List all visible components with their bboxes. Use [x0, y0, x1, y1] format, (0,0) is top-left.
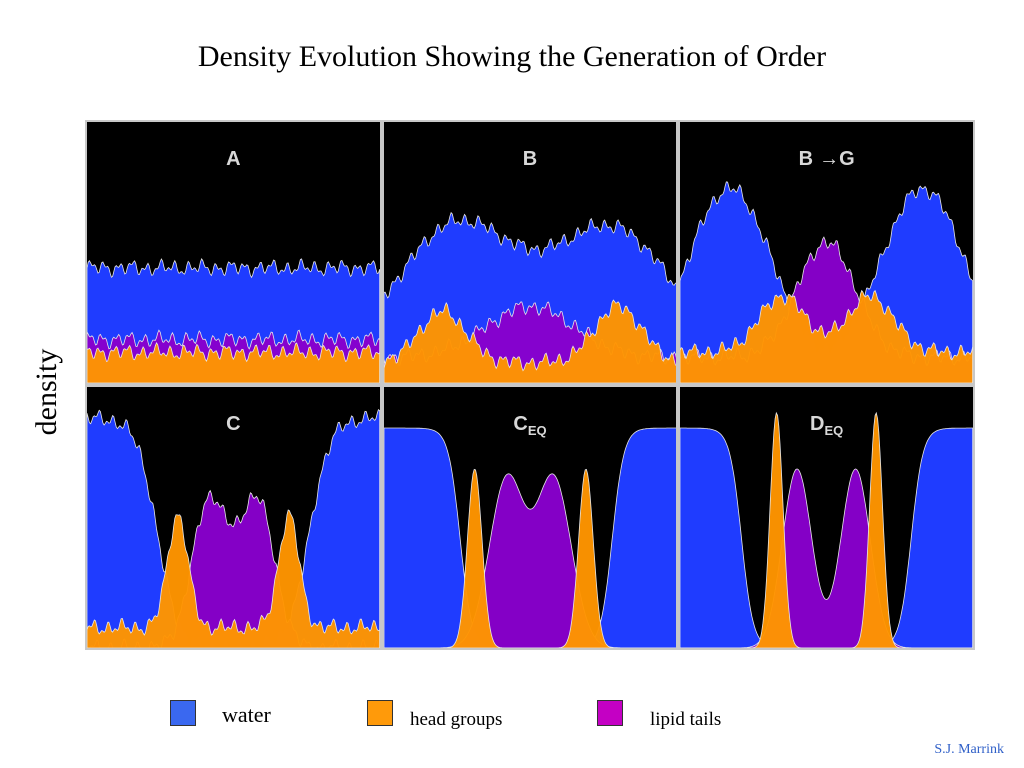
- panel-title-main: D: [810, 413, 825, 435]
- lipid-tails-area: [383, 473, 677, 648]
- panel-title: B →G: [680, 148, 973, 171]
- legend-label-water: water: [222, 702, 271, 727]
- density-plot: [680, 411, 973, 648]
- legend-label-lipid-tails: lipid tails: [650, 709, 722, 730]
- panel-title-suffix: →G: [819, 148, 855, 170]
- water-area: [383, 427, 677, 648]
- panel-title-main: B: [798, 148, 814, 170]
- panel-title: A: [87, 148, 380, 171]
- legend-swatch-head-groups: [367, 700, 393, 726]
- panel-title: CEQ: [384, 413, 677, 438]
- panel-title-main: B: [522, 148, 538, 170]
- legend-swatch-lipid-tails: [597, 700, 623, 726]
- density-plot: [87, 258, 380, 383]
- density-panel-2: B: [383, 122, 677, 383]
- panel-title-subscript: EQ: [527, 423, 547, 438]
- water-area: [680, 427, 973, 648]
- panel-title-main: A: [226, 148, 241, 170]
- density-panel-3: B →G: [680, 122, 973, 383]
- density-plot: [87, 409, 380, 648]
- panel-title-subscript: EQ: [824, 423, 844, 438]
- chart-title: Density Evolution Showing the Generation…: [197, 40, 827, 73]
- density-plot: [680, 181, 973, 383]
- head-groups-area: [87, 509, 380, 648]
- density-panel-6: DEQ: [680, 387, 973, 648]
- panel-title-main: C: [513, 413, 528, 435]
- density-panel-5: CEQ: [383, 387, 677, 648]
- panel-grid: A B B →G C CEQ DEQ: [85, 120, 975, 650]
- head-groups-area: [87, 341, 380, 383]
- y-axis-label: density: [30, 348, 63, 436]
- panel-title-main: C: [226, 413, 241, 435]
- panel-title: DEQ: [680, 413, 973, 438]
- lipid-tails-area: [680, 468, 973, 648]
- author-credit: S.J. Marrink: [934, 742, 1004, 757]
- panel-title: B: [384, 148, 677, 171]
- density-panel-1: A: [87, 122, 380, 383]
- head-groups-area: [383, 299, 677, 383]
- head-groups-area: [680, 289, 973, 383]
- density-plot: [383, 211, 677, 383]
- panel-title: C: [87, 413, 380, 436]
- density-panel-4: C: [87, 387, 380, 648]
- density-plot: [383, 427, 677, 648]
- legend-label-head-groups: head groups: [410, 709, 503, 730]
- legend-swatch-water: [170, 700, 196, 726]
